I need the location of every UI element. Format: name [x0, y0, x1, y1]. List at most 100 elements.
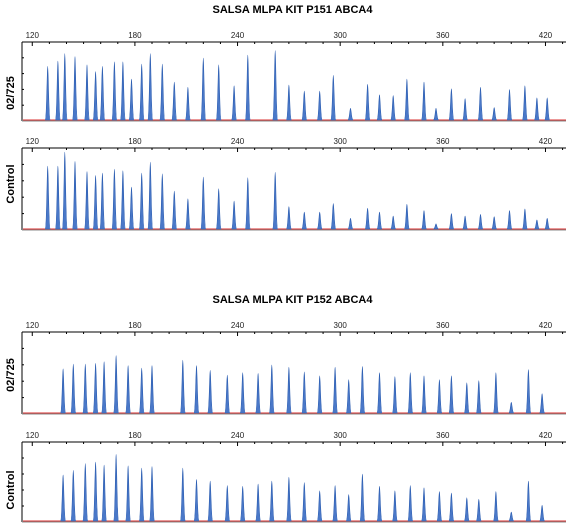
peak [111, 168, 118, 230]
peak [286, 366, 292, 414]
x-tick-label: 300 [334, 31, 348, 40]
peak [113, 454, 119, 522]
peak [463, 497, 470, 522]
peak [92, 362, 99, 414]
peak [539, 393, 545, 414]
peak [463, 382, 470, 414]
peak [462, 98, 468, 121]
peak [404, 203, 410, 230]
peak [316, 211, 323, 230]
peak [138, 63, 145, 121]
peak [330, 203, 337, 230]
peak [82, 363, 89, 414]
peak [61, 53, 68, 121]
peak [330, 74, 337, 121]
peak [525, 369, 532, 414]
peak [70, 469, 77, 522]
peak [120, 170, 126, 230]
peak [244, 177, 251, 230]
peak [193, 365, 200, 414]
peak [448, 88, 455, 121]
peak [390, 95, 397, 121]
peak [477, 86, 484, 121]
peak [159, 63, 166, 121]
peak [301, 371, 308, 414]
peak [200, 176, 207, 230]
x-tick-label: 120 [26, 137, 40, 146]
peak [111, 61, 118, 121]
peak [101, 464, 107, 522]
peak [347, 107, 354, 121]
peak [239, 485, 246, 522]
peak [147, 53, 154, 121]
peak [508, 401, 515, 414]
peak [60, 368, 66, 414]
peak [185, 198, 191, 230]
peak [534, 219, 540, 230]
peak [125, 465, 131, 522]
peak [316, 375, 323, 414]
peak [286, 476, 292, 522]
x-tick-label: 360 [436, 431, 450, 440]
peak [179, 467, 186, 522]
x-tick-label: 240 [231, 431, 245, 440]
peak [244, 54, 251, 121]
peak [421, 375, 427, 414]
peak [491, 216, 498, 230]
electropherogram-chart: 120 180 240 300 360 420 [21, 137, 566, 231]
x-tick-label: 240 [231, 321, 245, 330]
peak [207, 480, 214, 522]
peak [475, 498, 482, 522]
peak [392, 490, 398, 522]
peak [433, 223, 439, 230]
peak [376, 94, 383, 121]
peak [60, 474, 66, 522]
x-tick-label: 180 [128, 137, 142, 146]
electropherogram-chart: 120 180 240 300 360 420 [21, 31, 566, 122]
peak [179, 359, 186, 414]
peak [392, 376, 398, 414]
peak [159, 173, 166, 230]
axes [21, 41, 566, 122]
peak [113, 355, 119, 414]
peak [493, 491, 499, 522]
peak [376, 372, 383, 414]
peak [231, 200, 237, 230]
peak [268, 480, 275, 522]
x-tick-label: 300 [334, 431, 348, 440]
peak [224, 374, 231, 414]
peak [272, 171, 279, 230]
electropherogram-chart: 120 180 240 300 360 420 [21, 431, 566, 523]
peak [433, 107, 439, 121]
kit-title-p151: SALSA MLPA KIT P151 ABCA4 [212, 4, 373, 16]
peak [332, 366, 338, 414]
peak [407, 485, 414, 522]
peak [448, 375, 455, 414]
x-tick-label: 360 [436, 137, 450, 146]
peak [272, 50, 279, 121]
peak [404, 78, 410, 121]
peak [436, 491, 443, 522]
x-tick-label: 120 [26, 431, 40, 440]
peak [316, 490, 323, 522]
peak [72, 161, 78, 230]
peak [101, 361, 107, 414]
peak [84, 171, 90, 230]
peak [239, 372, 246, 414]
peak [407, 372, 414, 414]
peak [477, 214, 484, 230]
peak [138, 367, 145, 414]
axes [21, 147, 566, 231]
peak [286, 206, 292, 230]
x-tick-label: 420 [539, 31, 553, 40]
peak [359, 473, 366, 522]
peak [92, 71, 99, 121]
peak [522, 208, 528, 230]
peak [508, 511, 515, 522]
peak [345, 494, 352, 522]
peak [522, 85, 528, 121]
x-tick-label: 420 [539, 431, 553, 440]
x-tick-label: 240 [231, 31, 245, 40]
peak [44, 165, 51, 230]
peak [70, 363, 77, 414]
